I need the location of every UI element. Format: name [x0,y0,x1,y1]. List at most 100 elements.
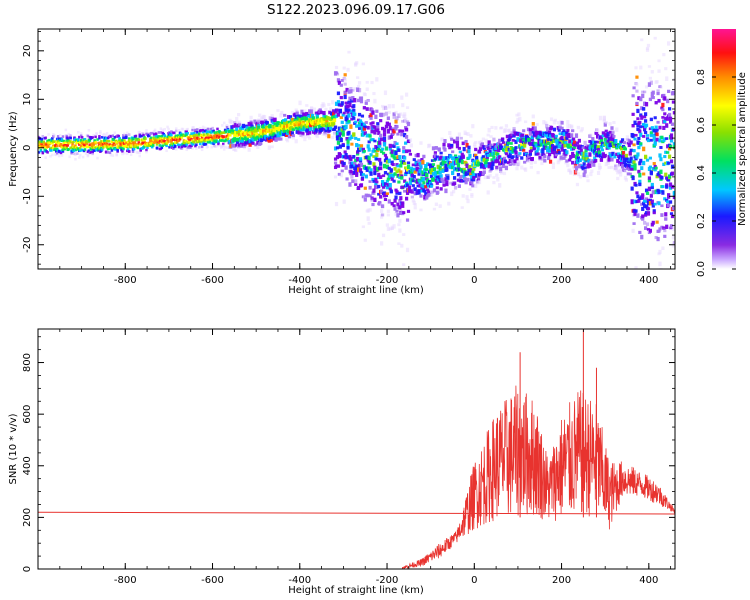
heatmap-cell [327,102,331,107]
heatmap-cell [655,132,659,137]
heatmap-cell [438,170,442,175]
heatmap-cell [366,216,370,221]
heatmap-cell [131,137,135,140]
heatmap-cell [636,117,640,121]
heatmap-cell [356,84,361,88]
x-tick-label: -800 [114,275,137,286]
heatmap-cell [367,147,371,152]
heatmap-cell [507,128,511,133]
heatmap-cell [307,114,311,118]
heatmap-cell [644,188,649,193]
heatmap-cell [388,227,392,231]
heatmap-cell [96,156,99,160]
heatmap-cell [294,126,298,130]
heatmap-cell [364,174,368,179]
heatmap-cell [212,136,215,140]
heatmap-cell [635,89,639,93]
heatmap-cell [643,212,648,217]
heatmap-cell [523,143,527,148]
heatmap-cell [650,199,654,205]
heatmap-cell [558,123,562,127]
heatmap-cell [40,140,44,143]
heatmap-cell [641,93,645,99]
heatmap-cell [503,145,508,150]
heatmap-cell [440,177,444,182]
x-tick-label: -600 [201,575,224,586]
colorbar-tick-label: 0.8 [696,69,707,85]
heatmap-cell [317,124,321,130]
heatmap-cell [165,149,168,153]
heatmap-cell [410,173,414,178]
heatmap-cell [644,204,649,209]
heatmap-cell [160,146,164,149]
heatmap-cell [401,103,405,108]
heatmap-cell [422,181,426,185]
heatmap-cell [399,112,403,116]
heatmap-cell [363,197,367,202]
heatmap-cell [341,130,345,135]
heatmap-cell [187,140,190,143]
heatmap-cell [648,156,652,160]
heatmap-cell [444,163,448,168]
heatmap-cell [331,115,335,120]
heatmap-cell [637,136,641,140]
heatmap-cell [529,161,533,165]
heatmap-cell [69,140,72,143]
heatmap-cell [195,147,198,150]
heatmap-cell [504,124,509,128]
heatmap-cell [141,132,144,135]
heatmap-cell [417,190,421,195]
heatmap-cell [309,122,313,128]
heatmap-cell [324,115,328,119]
heatmap-cell [615,127,619,132]
heatmap-cell [481,155,485,159]
heatmap-cell [536,152,540,156]
heatmap-cell [599,139,604,143]
heatmap-cell [322,123,326,128]
heatmap-cell [370,80,374,85]
heatmap-cell [664,67,668,71]
heatmap-cell [382,136,387,142]
heatmap-cell [657,69,661,73]
heatmap-cell [510,157,514,162]
heatmap-cell [212,129,215,133]
heatmap-cell [481,137,485,141]
heatmap-cell [574,155,579,160]
heatmap-cell [557,150,561,155]
heatmap-cell [557,127,561,132]
heatmap-cell [390,149,394,154]
heatmap-cell [416,162,420,167]
heatmap-cell [243,131,247,136]
heatmap-cell [626,141,630,145]
heatmap-cell [649,193,653,198]
heatmap-cell [145,129,148,132]
heatmap-cell [638,196,642,201]
heatmap-cell [536,130,540,136]
heatmap-cell [512,161,516,165]
heatmap-cell [626,160,630,164]
heatmap-cell [489,143,493,149]
heatmap-cell [322,110,326,116]
heatmap-cell [319,110,323,115]
heatmap-cell [255,132,259,136]
heatmap-cell [671,226,675,231]
snr-series [38,329,675,569]
heatmap-cell [606,132,610,137]
heatmap-cell [439,151,443,155]
heatmap-cell [337,135,341,139]
heatmap-cell [655,128,659,132]
heatmap-cell [648,201,652,206]
heatmap-cell [531,114,535,119]
heatmap-cell [469,168,473,173]
heatmap-cell [400,160,404,165]
heatmap-cell [226,128,230,132]
heatmap-cell [79,134,83,138]
heatmap-cell [541,157,545,161]
heatmap-cell [263,131,268,135]
heatmap-cell [359,144,364,148]
heatmap-cell [518,116,522,122]
heatmap-cell [547,137,551,141]
heatmap-cell [399,211,403,215]
heatmap-cell [492,137,496,142]
heatmap-cell [588,163,592,168]
